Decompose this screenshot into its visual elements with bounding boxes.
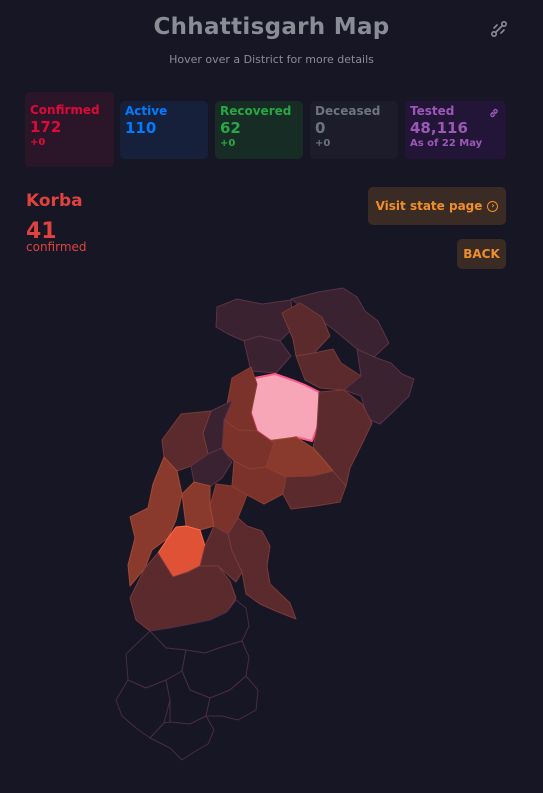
- deceased-value: 0: [315, 119, 326, 137]
- district-mahasamund[interactable]: [282, 470, 347, 510]
- district-durg[interactable]: [181, 481, 215, 531]
- recovered-label: Recovered: [220, 104, 292, 118]
- deceased-stat[interactable]: Deceased 0 +0: [310, 101, 398, 159]
- active-stat[interactable]: Active 110: [120, 101, 208, 159]
- district-balrampur[interactable]: [290, 287, 390, 358]
- arrow-circle-icon: ›: [487, 200, 499, 212]
- visit-state-page-button[interactable]: Visit state page ›: [368, 187, 506, 225]
- district-raigarh[interactable]: [312, 389, 373, 487]
- district-bastar-east[interactable]: [205, 675, 259, 721]
- deceased-label: Deceased: [315, 104, 381, 118]
- recovered-stat[interactable]: Recovered 62 +0: [215, 101, 303, 159]
- deceased-delta: +0: [315, 138, 331, 149]
- visit-button-label: Visit state page: [375, 199, 483, 213]
- tested-date: As of 22 May: [410, 138, 483, 149]
- confirmed-delta: +0: [30, 137, 46, 148]
- tested-value: 48,116: [410, 119, 468, 137]
- page-title: Chhattisgarh Map: [153, 14, 390, 40]
- active-value: 110: [125, 119, 157, 137]
- district-sukma[interactable]: [149, 715, 215, 761]
- link-icon[interactable]: [488, 107, 500, 119]
- district-rajnandgaon[interactable]: [127, 456, 183, 587]
- district-pendra[interactable]: [223, 366, 258, 432]
- confirmed-label: Confirmed: [30, 103, 100, 117]
- page-subtitle: Hover over a District for more details: [169, 53, 374, 66]
- district-name: Korba: [26, 191, 83, 211]
- map-header: Chhattisgarh Map Hover over a District f…: [0, 14, 543, 66]
- district-koriya[interactable]: [215, 298, 294, 342]
- confirmed-stat[interactable]: Confirmed 172 +0: [25, 92, 114, 167]
- district-info: Korba 41 confirmed: [26, 191, 87, 254]
- active-label: Active: [125, 104, 168, 118]
- district-bijapur[interactable]: [115, 679, 171, 739]
- confirmed-value: 172: [30, 118, 62, 136]
- tested-label: Tested: [410, 104, 455, 118]
- district-surajpur[interactable]: [281, 302, 331, 357]
- share-icon[interactable]: [490, 20, 508, 38]
- recovered-delta: +0: [220, 138, 236, 149]
- recovered-value: 62: [220, 119, 241, 137]
- tested-stat[interactable]: Tested 48,116 As of 22 May: [405, 101, 506, 159]
- district-kanker[interactable]: [129, 552, 237, 632]
- back-button[interactable]: BACK: [457, 239, 506, 269]
- district-count-label: confirmed: [26, 240, 87, 254]
- district-count: 41: [26, 219, 57, 244]
